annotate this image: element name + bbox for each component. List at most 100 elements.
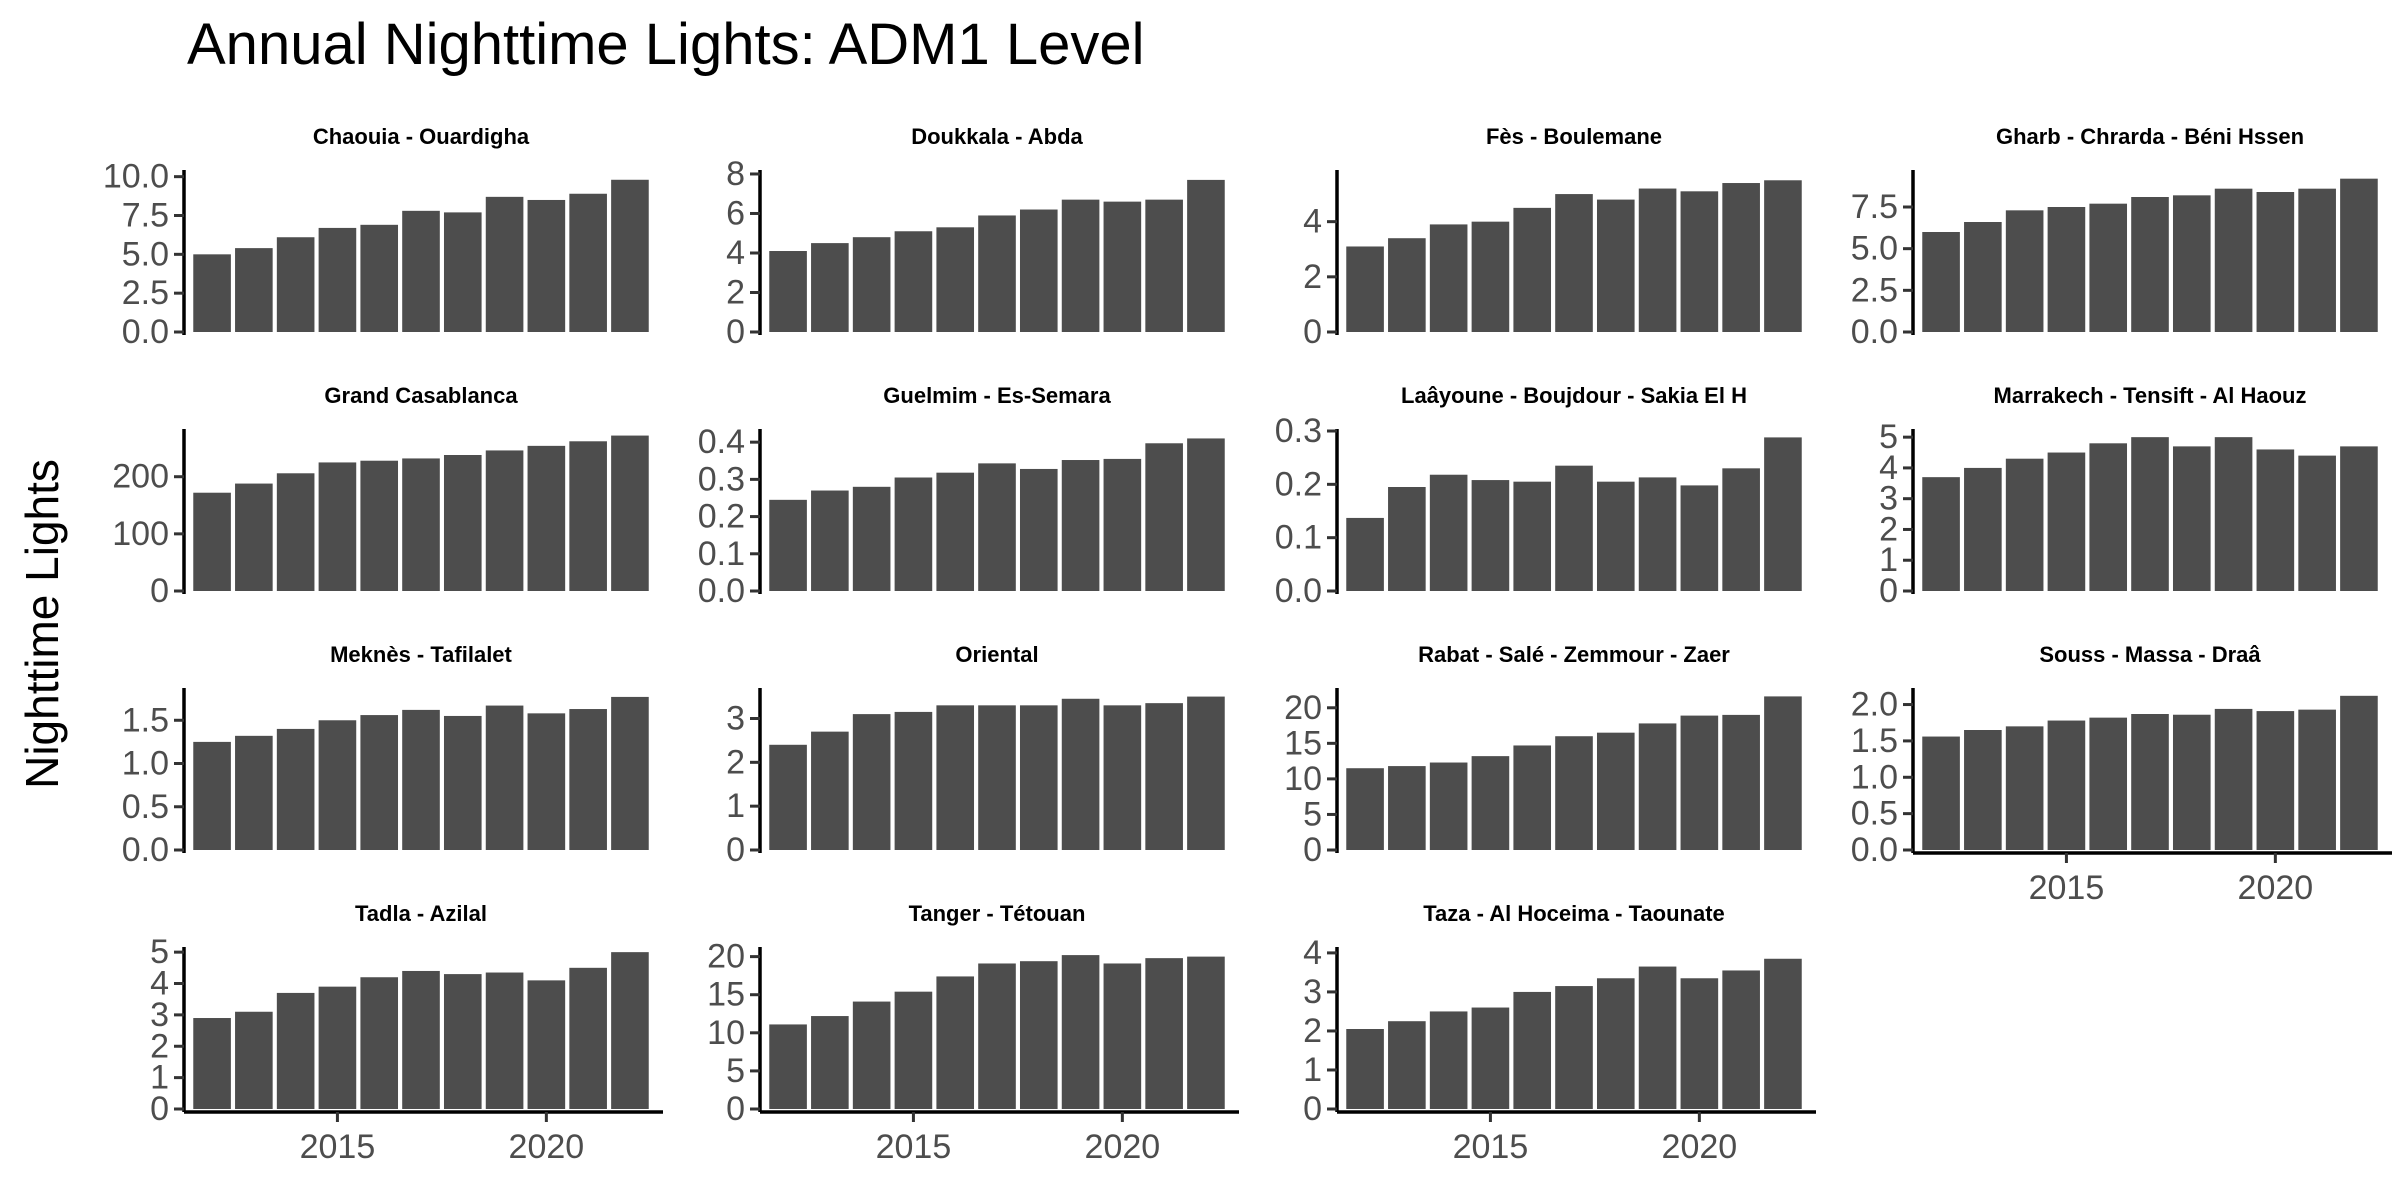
x-tick-label: 2015 [300,1128,376,1166]
bar [1722,714,1760,850]
panel-title: Grand Casablanca [324,383,518,408]
bar [1638,723,1677,850]
bar [2214,188,2253,332]
bar [1764,437,1802,591]
bar [1145,703,1183,850]
y-tick-label: 0 [1879,572,1898,610]
y-tick-label: 0.0 [122,831,169,869]
bar [769,744,807,850]
bar [936,976,975,1109]
bar [193,492,231,591]
panel-title: Rabat - Salé - Zemmour - Zaer [1418,642,1730,667]
bar [318,986,357,1109]
bar [569,967,607,1109]
bar [1596,199,1635,332]
bar [193,254,231,332]
y-tick-label: 0.4 [698,423,745,461]
y-tick-label: 0 [726,1090,745,1128]
bar [2089,443,2128,591]
y-tick-label: 20 [707,938,745,976]
x-tick-label: 2020 [2238,869,2314,907]
bar [1596,481,1635,591]
bar [2131,197,2169,332]
bar [936,705,975,850]
bar [1346,768,1384,850]
bar [1638,477,1677,591]
bar [894,991,933,1109]
bar [1964,222,2002,332]
bar [569,441,607,591]
bar [1346,1029,1384,1109]
y-tick-label: 0.3 [1275,412,1322,450]
bar [1429,474,1468,591]
bar [2005,458,2044,591]
y-tick-label: 5 [1303,795,1322,833]
bar [1145,958,1183,1109]
bar [852,1001,891,1109]
y-tick-label: 0.0 [1275,572,1322,610]
chart-title: Annual Nighttime Lights: ADM1 Level [187,12,1145,77]
panel-title: Souss - Massa - Draâ [2039,642,2261,667]
bar [1145,199,1183,332]
bar [235,735,273,850]
bar [2047,720,2086,850]
bar [1103,201,1142,332]
panel: Gharb - Chrarda - Béni Hssen 0.0 2.55.0 7.5 [1851,124,2378,351]
y-tick-label: 100 [112,515,169,553]
bar [569,193,607,332]
x-tick-label: 2020 [1085,1128,1161,1166]
x-tick-label: 2020 [509,1128,585,1166]
panel: Fès - Boulemane 0 2 4 [1303,124,1802,351]
bar [811,731,849,850]
y-tick-label: 1.5 [122,701,169,739]
y-tick-label: 3 [726,699,745,737]
bar [978,963,1016,1109]
bar [1187,956,1225,1109]
y-tick-label: 10 [1284,760,1322,798]
y-tick-label: 0.2 [698,498,745,536]
bar [1680,485,1719,591]
y-tick-label: 0.5 [1851,795,1898,833]
y-tick-label: 4 [1303,934,1322,972]
bar [443,715,482,850]
bar [1187,179,1225,332]
bar [936,227,975,332]
bar [527,199,566,332]
bar [894,231,933,332]
y-tick-label: 1.5 [1851,722,1898,760]
bar [318,462,357,591]
y-tick-label: 1 [726,787,745,825]
bar [235,483,273,591]
bar [1764,180,1802,332]
bar [1346,246,1384,332]
bar [769,251,807,332]
panel: Chaouia - Ouardigha 0.02.55.07.510.0 [103,124,649,351]
bar [894,711,933,850]
bar [1513,207,1552,332]
y-tick-label: 6 [726,194,745,232]
bar [1471,480,1510,591]
bar [1471,1007,1510,1109]
y-tick-label: 5.0 [1851,230,1898,268]
bar [527,445,566,591]
bar [360,224,399,332]
panel: Meknès - Tafilalet 0.0 0.5 1.0 1.5 [122,642,649,869]
bar [1922,232,1960,332]
bar [936,472,975,591]
y-tick-label: 2 [726,743,745,781]
bar [360,715,399,850]
panel-title: Tadla - Azilal [355,901,487,926]
bar [1061,460,1100,591]
bar [235,248,273,332]
y-tick-label: 5.0 [122,235,169,273]
bar [2172,714,2211,850]
bar [193,1018,231,1109]
panel-title: Meknès - Tafilalet [330,642,512,667]
bar [1764,958,1802,1109]
bar [276,237,315,332]
bar [978,705,1016,850]
bar [1187,696,1225,850]
y-tick-label: 0.0 [1851,313,1898,351]
